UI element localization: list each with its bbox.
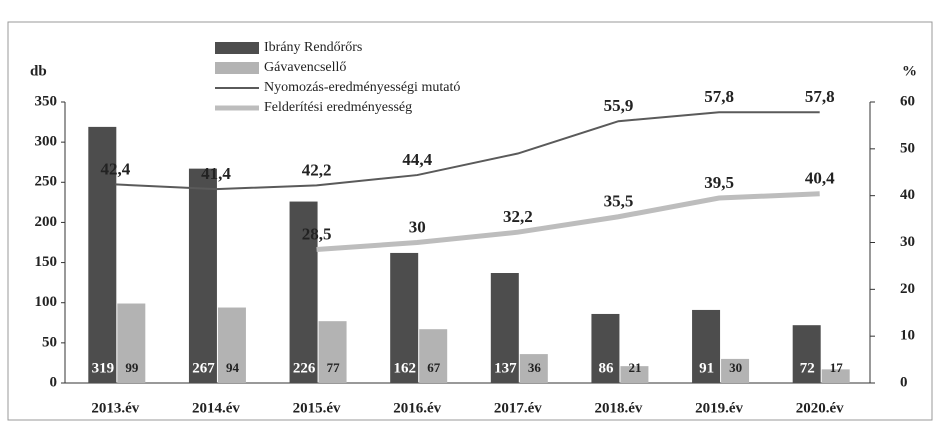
- x-tick-label: 2019.év: [695, 400, 743, 416]
- legend-swatch: [215, 62, 259, 74]
- bar-label: 36: [528, 360, 542, 375]
- bar-label: 162: [393, 360, 416, 376]
- bar-label: 137: [494, 360, 517, 376]
- y2-tick-label: 10: [900, 328, 915, 344]
- legend-label: Felderítési eredményesség: [264, 100, 412, 115]
- x-tick-label: 2014.év: [192, 400, 240, 416]
- bar-label: 86: [598, 360, 614, 376]
- frame: [7, 21, 933, 421]
- bar: [620, 366, 649, 383]
- bar: [117, 303, 146, 383]
- y-tick-label: 300: [35, 134, 58, 150]
- line-label: 35,5: [604, 192, 634, 211]
- bar-label: 72: [800, 360, 815, 376]
- bar-label: 319: [92, 360, 115, 376]
- x-tick-label: 2017.év: [494, 400, 542, 416]
- x-tick-label: 2020.év: [796, 400, 844, 416]
- bar-label: 99: [125, 360, 139, 375]
- bar: [88, 126, 117, 383]
- line-label: 57,8: [805, 87, 835, 106]
- bar: [289, 201, 318, 383]
- legend-label: Nyomozás-eredményességi mutató: [264, 80, 460, 95]
- y-axis-title: db: [30, 63, 47, 79]
- bar: [792, 325, 821, 383]
- bar-label: 91: [699, 360, 714, 376]
- bar: [821, 369, 850, 383]
- bar: [692, 309, 721, 383]
- line-label: 30: [409, 217, 426, 236]
- bar-label: 77: [327, 360, 341, 375]
- bar: [188, 168, 217, 383]
- legend-swatch: [215, 42, 259, 54]
- bar-label: 21: [628, 360, 641, 375]
- line: [316, 191, 820, 253]
- y2-axis-title: %: [902, 63, 917, 79]
- bar: [721, 358, 750, 383]
- bar-label: 30: [729, 360, 742, 375]
- y-tick-label: 250: [35, 174, 58, 190]
- bar-label: 226: [293, 360, 316, 376]
- bar-label: 67: [427, 360, 441, 375]
- bar: [419, 329, 448, 383]
- x-tick-label: 2016.év: [393, 400, 441, 416]
- y2-tick-label: 0: [900, 374, 908, 390]
- bar-label: 267: [192, 360, 215, 376]
- bar: [591, 313, 620, 383]
- bar-label: 94: [226, 360, 240, 375]
- y2-tick-label: 40: [900, 187, 915, 203]
- y-tick-label: 0: [50, 374, 58, 390]
- bar: [217, 307, 246, 383]
- y2-tick-label: 20: [900, 281, 915, 297]
- bar-label: 17: [830, 360, 844, 375]
- line-label: 42,4: [100, 159, 130, 178]
- line-label: 28,5: [302, 224, 332, 243]
- y-tick-label: 350: [35, 93, 58, 109]
- line-label: 32,2: [503, 207, 533, 226]
- bar: [318, 321, 347, 383]
- line-label: 42,2: [302, 160, 332, 179]
- y-tick-label: 50: [42, 334, 57, 350]
- line-label: 39,5: [704, 173, 734, 192]
- y2-tick-label: 30: [900, 234, 915, 250]
- y-tick-label: 150: [35, 254, 58, 270]
- y2-tick-label: 50: [900, 140, 915, 156]
- bar: [490, 273, 519, 383]
- legend-label: Ibrány Rendőrőrs: [264, 40, 362, 55]
- x-tick-label: 2015.év: [293, 400, 341, 416]
- bar: [519, 354, 548, 383]
- x-tick-label: 2013.év: [91, 400, 139, 416]
- line-label: 55,9: [604, 96, 634, 115]
- line-label: 44,4: [402, 150, 432, 169]
- x-tick-label: 2018.év: [594, 400, 642, 416]
- bar: [390, 252, 419, 383]
- y2-tick-label: 60: [900, 93, 915, 109]
- y-tick-label: 100: [35, 294, 58, 310]
- line-label: 41,4: [201, 164, 231, 183]
- legend-label: Gávavencsellő: [264, 60, 346, 75]
- line-label: 40,4: [805, 169, 835, 188]
- line-label: 57,8: [704, 87, 734, 106]
- y-tick-label: 200: [35, 214, 58, 230]
- line: [115, 111, 820, 191]
